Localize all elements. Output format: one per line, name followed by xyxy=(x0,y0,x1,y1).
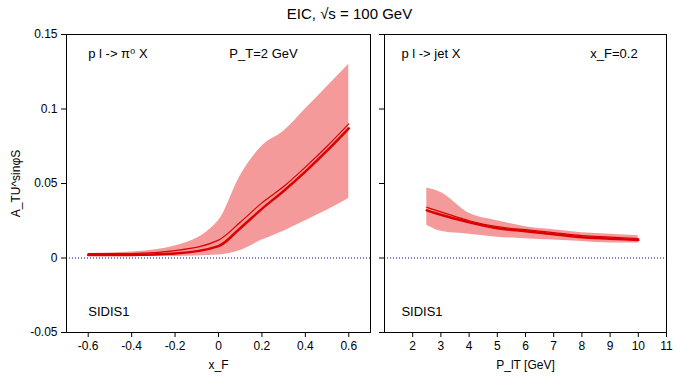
svg-text:-0.2: -0.2 xyxy=(165,339,186,353)
svg-text:A_TU^sinφS: A_TU^sinφS xyxy=(9,150,23,217)
svg-text:0.05: 0.05 xyxy=(34,176,58,190)
svg-text:0.1: 0.1 xyxy=(41,102,58,116)
svg-text:P_lT [GeV]: P_lT [GeV] xyxy=(496,358,554,372)
svg-text:0.2: 0.2 xyxy=(254,339,271,353)
svg-text:SIDIS1: SIDIS1 xyxy=(401,304,442,319)
svg-text:0.15: 0.15 xyxy=(34,27,58,41)
svg-text:SIDIS1: SIDIS1 xyxy=(88,304,129,319)
svg-text:3: 3 xyxy=(438,339,445,353)
svg-text:x_F: x_F xyxy=(208,358,228,372)
svg-text:7: 7 xyxy=(550,339,557,353)
svg-text:0: 0 xyxy=(215,339,222,353)
svg-text:5: 5 xyxy=(494,339,501,353)
svg-text:p l -> π⁰ X: p l -> π⁰ X xyxy=(88,46,148,61)
html-text:EIC, √s = 100 GeV: EIC, √s = 100 GeV xyxy=(286,5,413,22)
svg-text:6: 6 xyxy=(522,339,529,353)
svg-text:10: 10 xyxy=(632,339,646,353)
svg-text:x_F=0.2: x_F=0.2 xyxy=(590,46,637,61)
svg-text:0.6: 0.6 xyxy=(340,339,357,353)
svg-text:2: 2 xyxy=(409,339,416,353)
svg-text:0: 0 xyxy=(51,251,58,265)
svg-text:8: 8 xyxy=(579,339,586,353)
svg-text:P_T=2 GeV: P_T=2 GeV xyxy=(229,46,298,61)
svg-text:-0.05: -0.05 xyxy=(30,325,58,339)
svg-text:p l -> jet X: p l -> jet X xyxy=(401,46,460,61)
svg-text:0.4: 0.4 xyxy=(297,339,314,353)
svg-text:-0.6: -0.6 xyxy=(78,339,99,353)
svg-text:9: 9 xyxy=(607,339,614,353)
svg-text:11: 11 xyxy=(660,339,673,353)
svg-text:4: 4 xyxy=(466,339,473,353)
svg-text:-0.4: -0.4 xyxy=(121,339,142,353)
